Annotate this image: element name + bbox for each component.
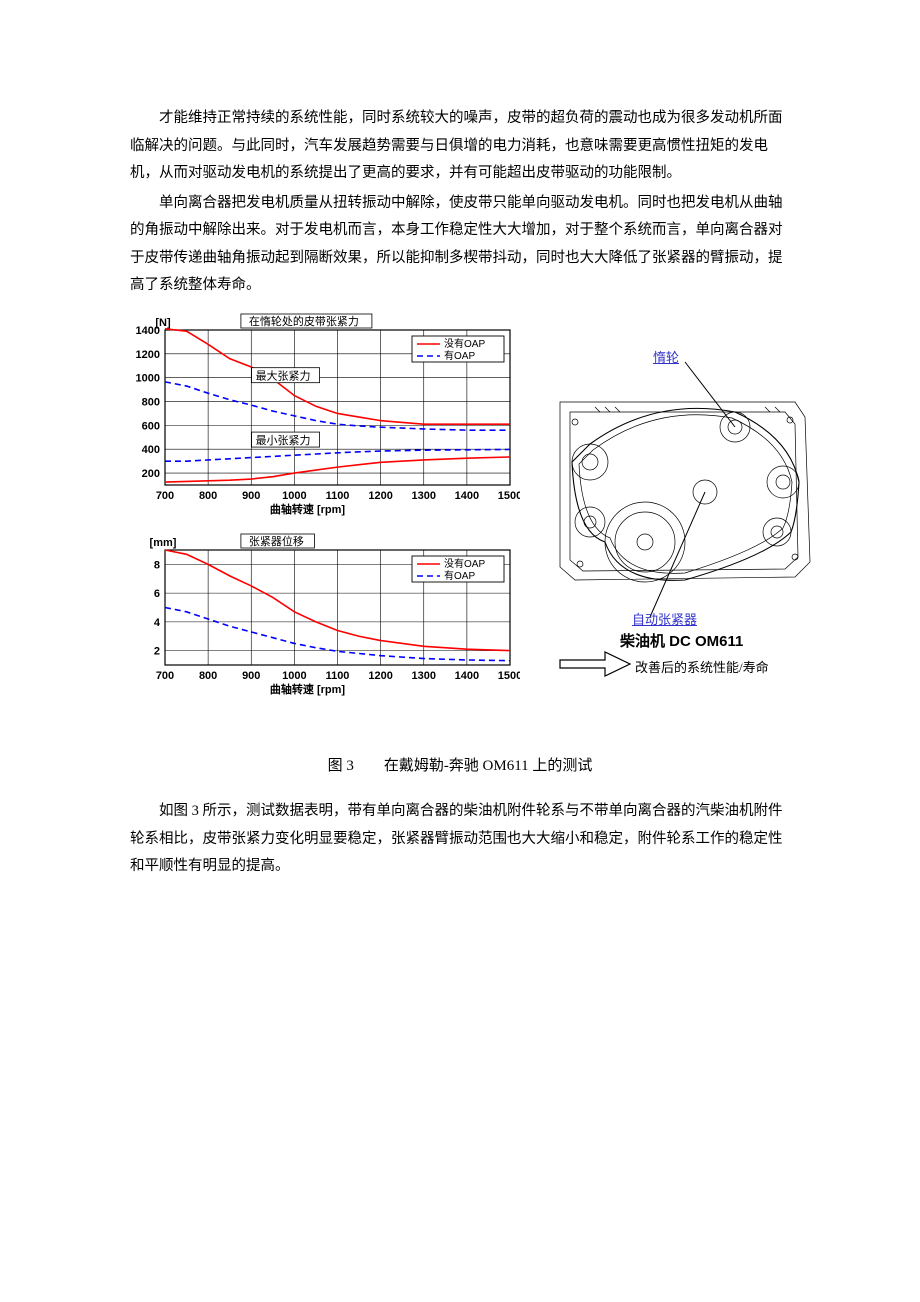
svg-text:1400: 1400	[455, 670, 479, 682]
engine-diagram: 惰轮 自动张紧器 柴油机 DC OM611 改善后的系统性能/寿命	[535, 332, 825, 682]
engine-title: 柴油机 DC OM611	[620, 628, 743, 657]
svg-text:有OAP: 有OAP	[444, 349, 475, 362]
svg-text:1300: 1300	[412, 670, 436, 682]
svg-text:没有OAP: 没有OAP	[444, 557, 485, 570]
callout-idler: 惰轮	[653, 346, 679, 371]
paragraph-3: 如图 3 所示，测试数据表明，带有单向离合器的柴油机附件轮系与不带单向离合器的汽…	[130, 798, 790, 881]
svg-text:600: 600	[142, 420, 160, 432]
svg-text:1100: 1100	[326, 490, 350, 502]
svg-text:没有OAP: 没有OAP	[444, 337, 485, 350]
svg-text:700: 700	[156, 670, 174, 682]
chart-tension: 200 400 600 800 1000 1200 1400 700 800 900 1000 110…	[125, 312, 520, 517]
svg-text:最小张紧力: 最小张紧力	[256, 434, 311, 447]
paragraph-1: 才能维持正常持续的系统性能，同时系统较大的噪声，皮带的超负荷的震动也成为很多发动…	[130, 105, 790, 188]
svg-text:张紧器位移: 张紧器位移	[249, 534, 304, 548]
svg-text:900: 900	[242, 490, 260, 502]
svg-text:2: 2	[154, 645, 160, 657]
svg-text:900: 900	[242, 670, 260, 682]
svg-text:1000: 1000	[136, 373, 160, 385]
svg-text:有OAP: 有OAP	[444, 569, 475, 582]
svg-text:1300: 1300	[412, 490, 436, 502]
svg-text:400: 400	[142, 444, 160, 456]
svg-text:曲轴转速 [rpm]: 曲轴转速 [rpm]	[270, 682, 345, 696]
svg-text:最大张紧力: 最大张紧力	[256, 369, 311, 383]
svg-text:1400: 1400	[455, 490, 479, 502]
chart1-svg: 200 400 600 800 1000 1200 1400 700 800 900 1000 110…	[125, 312, 520, 517]
chart-displacement: 2 4 6 8 700 800 900 1000 1100 1200 1300 1400 1500 [mm…	[125, 532, 520, 697]
svg-text:[N]: [N]	[155, 317, 171, 329]
svg-text:1200: 1200	[368, 670, 392, 682]
svg-text:800: 800	[199, 490, 217, 502]
paragraph-2: 单向离合器把发电机质量从扭转振动中解除，使皮带只能单向驱动发电机。同时也把发电机…	[130, 190, 790, 300]
svg-text:1200: 1200	[368, 490, 392, 502]
svg-text:200: 200	[142, 468, 160, 480]
svg-text:在惰轮处的皮带张紧力: 在惰轮处的皮带张紧力	[249, 314, 359, 328]
svg-text:1000: 1000	[282, 490, 306, 502]
svg-text:700: 700	[156, 490, 174, 502]
svg-text:1500: 1500	[498, 670, 520, 682]
svg-text:[mm]: [mm]	[150, 537, 177, 549]
svg-text:1100: 1100	[326, 670, 350, 682]
svg-text:4: 4	[154, 617, 161, 629]
figure-3: 200 400 600 800 1000 1200 1400 700 800 900 1000 110…	[125, 312, 825, 742]
svg-text:6: 6	[154, 588, 160, 600]
svg-text:800: 800	[199, 670, 217, 682]
svg-text:8: 8	[154, 559, 160, 571]
arrow-label: 改善后的系统性能/寿命	[635, 656, 769, 681]
svg-text:1200: 1200	[136, 349, 160, 361]
figure-caption: 图 3 在戴姆勒-奔驰 OM611 上的测试	[130, 752, 790, 781]
svg-text:曲轴转速 [rpm]: 曲轴转速 [rpm]	[270, 502, 345, 516]
svg-text:1500: 1500	[498, 490, 520, 502]
chart2-svg: 2 4 6 8 700 800 900 1000 1100 1200 1300 1400 1500 [mm…	[125, 532, 520, 697]
svg-text:1000: 1000	[282, 670, 306, 682]
svg-text:800: 800	[142, 396, 160, 408]
